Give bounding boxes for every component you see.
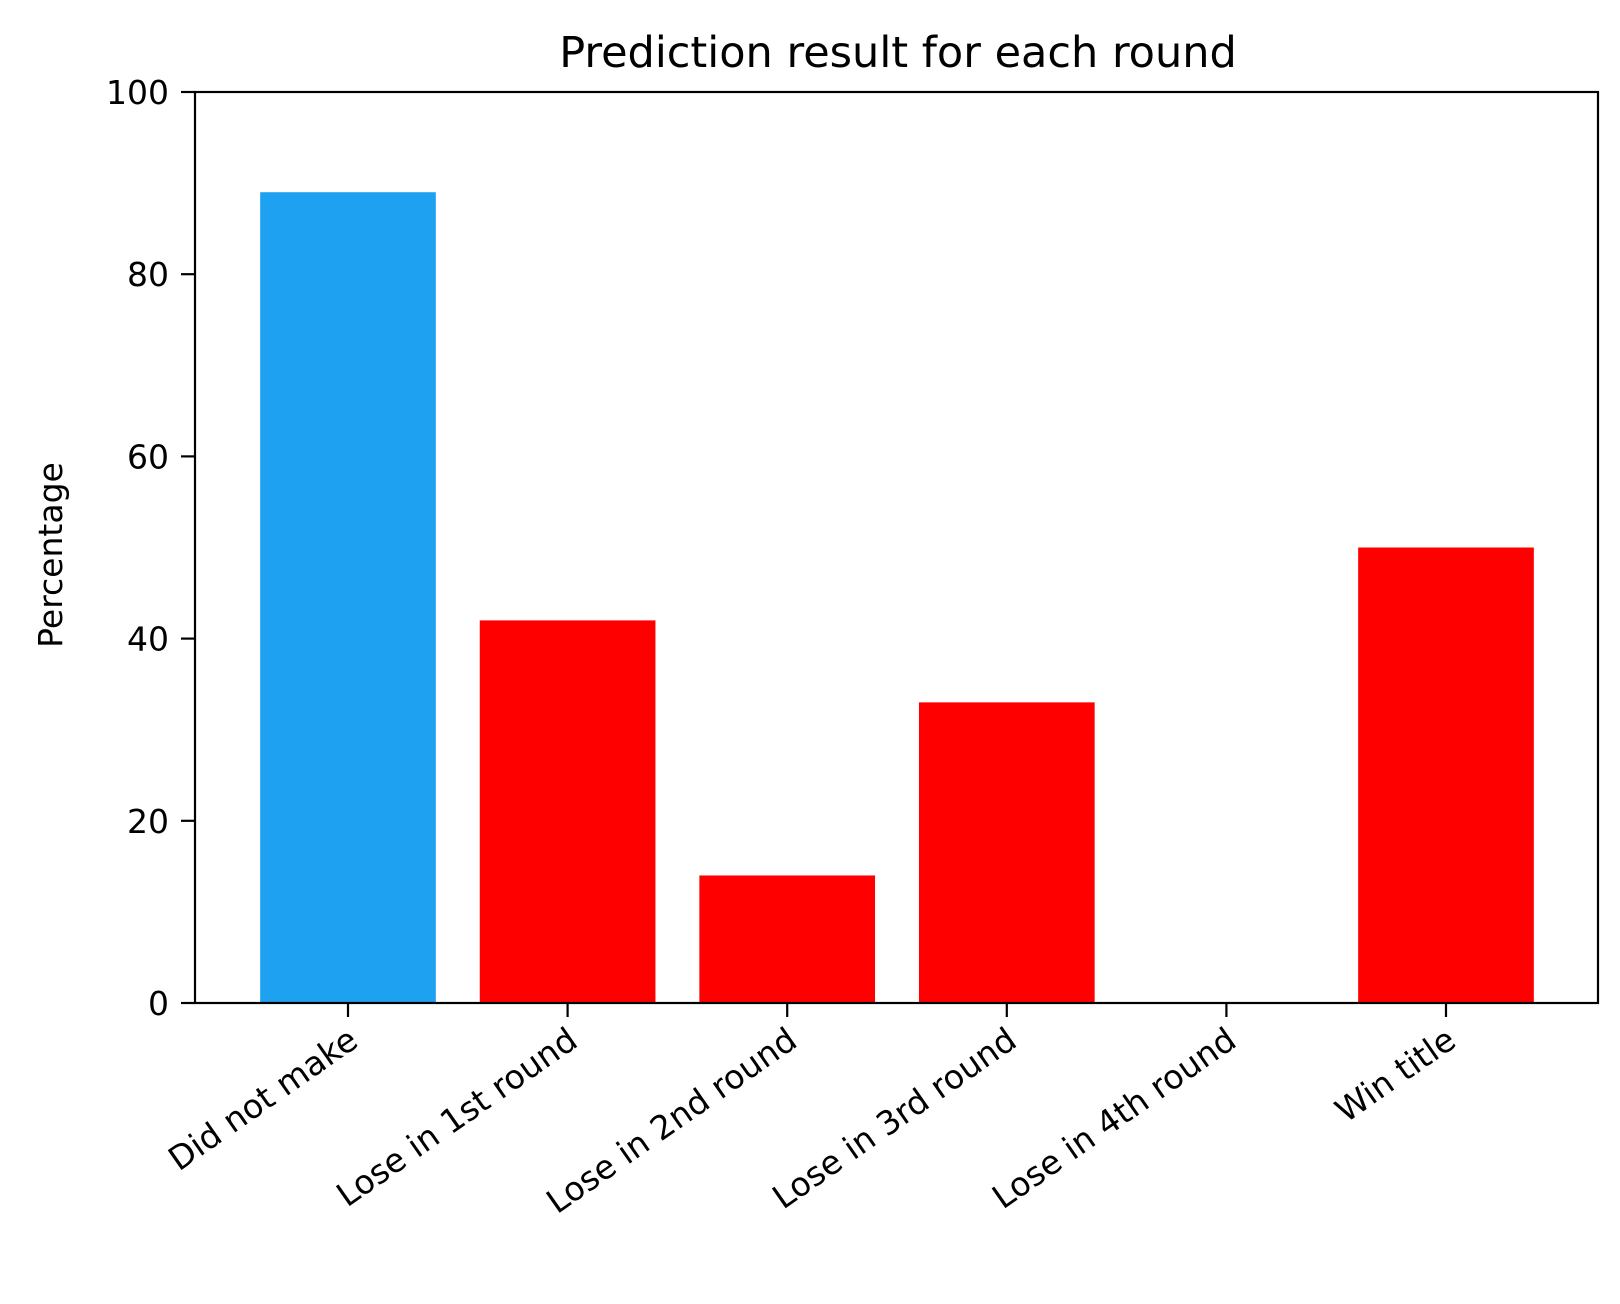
bar-5 [1358,547,1534,1003]
plot-frame [193,90,1600,1005]
bar-2 [699,875,876,1003]
y-tick-label-5: 100 [106,73,169,112]
bar-3 [918,702,1095,1003]
y-tick-label-0: 0 [148,984,169,1023]
y-axis-label: Percentage [31,462,70,648]
y-tick-label-1: 20 [127,802,169,841]
y-tick-label-3: 60 [127,437,169,476]
y-axis-ticks: 0 20 40 60 80 100 [106,73,195,1023]
chart-title: Prediction result for each round [559,28,1237,78]
bars-group [260,192,1534,1003]
bar-0 [260,192,436,1003]
y-tick-label-4: 80 [127,255,169,294]
y-tick-label-2: 40 [127,620,169,659]
bar-1 [479,620,656,1003]
